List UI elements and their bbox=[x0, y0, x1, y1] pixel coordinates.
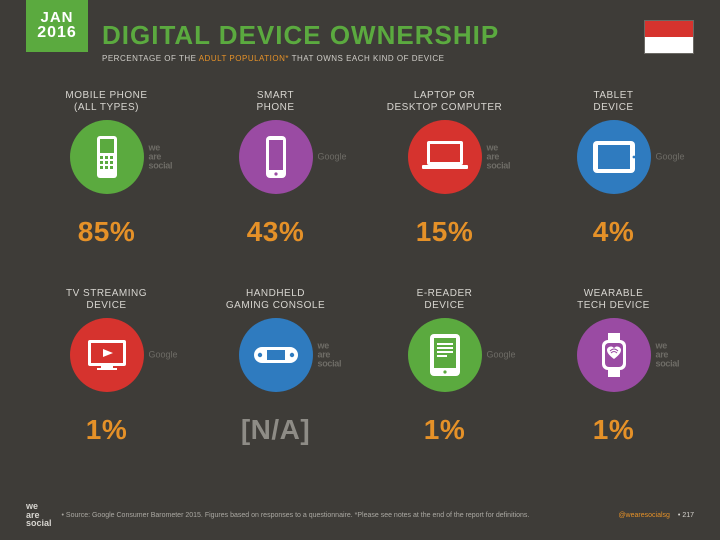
device-label: LAPTOP ORDESKTOP COMPUTER bbox=[387, 88, 502, 116]
device-label: WEARABLETECH DEVICE bbox=[577, 286, 650, 314]
date-month: JAN bbox=[26, 10, 88, 26]
icon-wrap: wearesocial bbox=[26, 120, 187, 194]
mobile-icon bbox=[70, 120, 144, 194]
subtitle-pre: PERCENTAGE OF THE bbox=[102, 54, 199, 63]
tv-icon bbox=[70, 318, 144, 392]
wearesocial-logo: we are social bbox=[26, 502, 52, 528]
device-label: SMARTPHONE bbox=[256, 88, 294, 116]
device-label: HANDHELDGAMING CONSOLE bbox=[226, 286, 325, 314]
ereader-icon bbox=[408, 318, 482, 392]
flag-indonesia bbox=[644, 20, 694, 54]
device-value: 4% bbox=[593, 216, 634, 248]
google-logo bbox=[487, 351, 516, 360]
device-cell: SMARTPHONE 43% bbox=[195, 88, 356, 274]
wearesocial-logo: wearesocial bbox=[656, 342, 680, 369]
date-year: 2016 bbox=[26, 25, 88, 42]
device-value: 15% bbox=[416, 216, 474, 248]
page-title: DIGITAL DEVICE OWNERSHIP bbox=[102, 20, 499, 51]
device-cell: TV STREAMINGDEVICE 1% bbox=[26, 286, 187, 472]
footer: we are social • Source: Google Consumer … bbox=[26, 502, 694, 528]
wearesocial-logo: wearesocial bbox=[318, 342, 342, 369]
icon-wrap bbox=[364, 318, 525, 392]
device-value: 85% bbox=[78, 216, 136, 248]
icon-wrap: wearesocial bbox=[195, 318, 356, 392]
icon-wrap bbox=[26, 318, 187, 392]
device-grid: MOBILE PHONE(ALL TYPES) wearesocial 85% SM… bbox=[26, 88, 694, 472]
device-value: 1% bbox=[86, 414, 127, 446]
google-logo bbox=[318, 153, 347, 162]
icon-wrap bbox=[195, 120, 356, 194]
device-cell: WEARABLETECH DEVICE wearesocial 1% bbox=[533, 286, 694, 472]
device-value: 43% bbox=[247, 216, 305, 248]
google-logo bbox=[149, 351, 178, 360]
device-label: TV STREAMINGDEVICE bbox=[66, 286, 147, 314]
flag-bottom bbox=[645, 37, 693, 53]
icon-wrap: wearesocial bbox=[364, 120, 525, 194]
icon-wrap: wearesocial bbox=[533, 318, 694, 392]
title-block: DIGITAL DEVICE OWNERSHIP PERCENTAGE OF T… bbox=[102, 20, 499, 63]
flag-top bbox=[645, 21, 693, 37]
wearesocial-logo: wearesocial bbox=[487, 144, 511, 171]
device-cell: E-READERDEVICE 1% bbox=[364, 286, 525, 472]
device-value: 1% bbox=[424, 414, 465, 446]
icon-wrap bbox=[533, 120, 694, 194]
device-label: TABLETDEVICE bbox=[593, 88, 633, 116]
device-cell: TABLETDEVICE 4% bbox=[533, 88, 694, 274]
wearesocial-logo: wearesocial bbox=[149, 144, 173, 171]
smartphone-icon bbox=[239, 120, 313, 194]
subtitle: PERCENTAGE OF THE ADULT POPULATION* THAT… bbox=[102, 54, 499, 63]
watch-icon bbox=[577, 318, 651, 392]
device-cell: MOBILE PHONE(ALL TYPES) wearesocial 85% bbox=[26, 88, 187, 274]
footer-handle: @wearesocialsg bbox=[618, 512, 669, 519]
date-badge: JAN 2016 bbox=[26, 0, 88, 52]
device-label: MOBILE PHONE(ALL TYPES) bbox=[65, 88, 147, 116]
footer-source: • Source: Google Consumer Barometer 2015… bbox=[62, 512, 611, 519]
laptop-icon bbox=[408, 120, 482, 194]
device-cell: HANDHELDGAMING CONSOLE wearesocial [N/A] bbox=[195, 286, 356, 472]
device-cell: LAPTOP ORDESKTOP COMPUTER wearesocial 15% bbox=[364, 88, 525, 274]
device-value: 1% bbox=[593, 414, 634, 446]
device-value: [N/A] bbox=[241, 414, 310, 446]
device-label: E-READERDEVICE bbox=[417, 286, 473, 314]
subtitle-post: THAT OWNS EACH KIND OF DEVICE bbox=[289, 54, 444, 63]
google-logo bbox=[656, 153, 685, 162]
tablet-icon bbox=[577, 120, 651, 194]
footer-page: • 217 bbox=[678, 512, 694, 519]
subtitle-highlight: ADULT POPULATION* bbox=[199, 54, 289, 63]
gamepad-icon bbox=[239, 318, 313, 392]
